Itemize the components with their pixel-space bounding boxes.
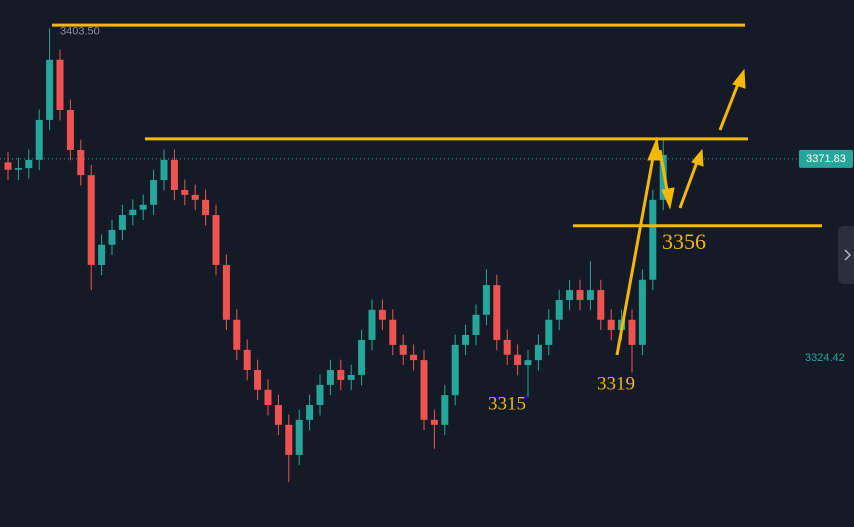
candle-body (108, 229, 116, 245)
right-handle[interactable] (838, 226, 854, 284)
candle-body (129, 209, 137, 216)
candle-body (295, 419, 303, 455)
candle-body (35, 119, 43, 160)
candle-body (202, 199, 210, 216)
candle-body (254, 370, 262, 390)
candle-body (649, 199, 657, 280)
candle-body (410, 354, 418, 361)
arrow-line (718, 83, 740, 131)
candle-body (451, 344, 459, 396)
candle-body (430, 419, 438, 425)
candle-body (56, 59, 64, 111)
candle-body (524, 360, 532, 366)
candle-body (493, 285, 501, 340)
candle-body (264, 389, 272, 406)
candle-body (212, 215, 220, 265)
candle-body (222, 264, 230, 320)
handle-chevron[interactable] (844, 249, 852, 261)
candle-body (659, 154, 667, 200)
candle-body (285, 424, 293, 455)
candle-body (566, 290, 574, 300)
candle-body (170, 159, 178, 190)
candle-body (368, 309, 376, 340)
candle-body (233, 319, 241, 350)
candle-body (607, 319, 615, 331)
candle-body (389, 319, 397, 345)
candle-body (306, 405, 314, 420)
current-price-box (799, 149, 853, 168)
candle-body (14, 168, 22, 170)
arrow-head (691, 148, 704, 167)
candle-body (638, 279, 646, 345)
candle-body (118, 215, 126, 230)
candle-body (160, 159, 168, 181)
candle-body (482, 285, 490, 315)
candle-body (545, 319, 553, 345)
candle-body (597, 290, 605, 320)
candle-body (399, 344, 407, 355)
candle-body (87, 175, 95, 265)
arrow-line (615, 151, 656, 356)
candle-body (555, 299, 563, 320)
candle-body (337, 370, 345, 380)
candle-body (274, 405, 282, 425)
candle-body (503, 339, 511, 355)
candle-body (243, 349, 251, 371)
arrow-line (678, 161, 699, 209)
candle-body (514, 354, 522, 366)
candle-body (46, 59, 54, 120)
candle-body (77, 149, 85, 176)
candle-body (25, 159, 33, 169)
candle-body (4, 162, 12, 170)
candle-body (150, 180, 158, 205)
candle-body (326, 370, 334, 385)
arrow-head (661, 187, 675, 210)
candle-body (347, 374, 355, 380)
axis-price-label: 3324.42 (805, 352, 845, 364)
annotation: 3319 (597, 373, 635, 394)
candle-body (181, 189, 189, 195)
arrow-head (647, 136, 661, 161)
candle-body (378, 309, 386, 320)
candle-body (472, 314, 480, 335)
arrow-head (732, 68, 746, 89)
candle-body (191, 194, 199, 200)
candle-body (316, 384, 324, 406)
candle-body (576, 290, 584, 300)
candle-body (441, 395, 449, 425)
candle-body (358, 339, 366, 375)
candle-body (66, 110, 74, 150)
candle-body (628, 319, 636, 345)
candle-body (139, 204, 147, 210)
annotation: 3315 (488, 393, 526, 414)
candle-body (586, 290, 594, 300)
candle-body (98, 244, 106, 265)
candle-body (420, 360, 428, 420)
candle-body (534, 344, 542, 361)
handle-box[interactable] (838, 226, 854, 284)
annotation: 3356 (662, 229, 706, 254)
arrows (615, 68, 746, 356)
candle-body (462, 334, 470, 345)
high-price-label: 3403.50 (60, 25, 100, 37)
current-price-label: 3371.83 (806, 153, 846, 165)
arrow-line (658, 149, 670, 197)
